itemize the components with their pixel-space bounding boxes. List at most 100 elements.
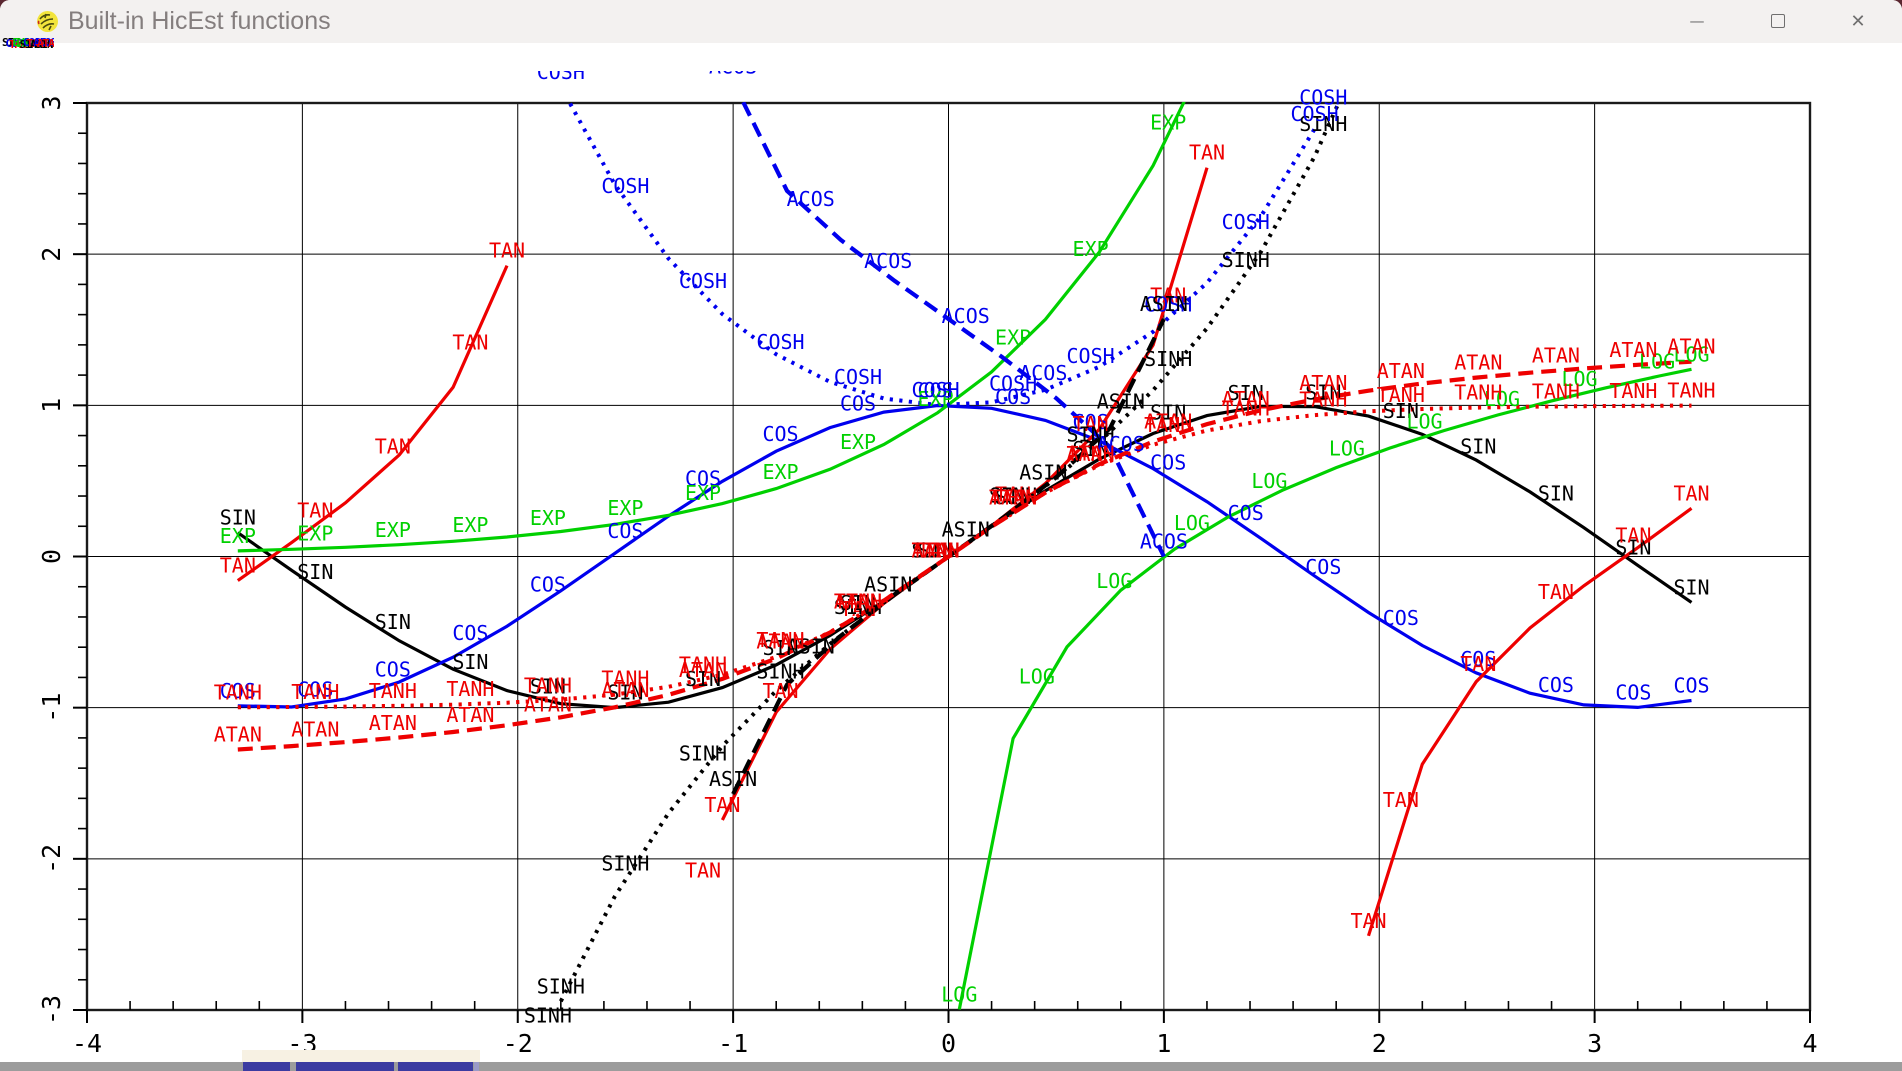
svg-text:SINH: SINH xyxy=(601,851,649,875)
svg-text:ACOS: ACOS xyxy=(1097,432,1145,456)
legend-jumble-item: TANH xyxy=(26,37,50,50)
svg-text:ASIN: ASIN xyxy=(1019,461,1067,485)
svg-text:TAN: TAN xyxy=(220,554,256,578)
legend-jumble-item: SIN xyxy=(2,36,20,49)
svg-text:TAN: TAN xyxy=(297,499,333,523)
svg-text:COS: COS xyxy=(1073,410,1109,434)
svg-text:TANH: TANH xyxy=(1454,381,1502,405)
taskbar-button-fragment[interactable] xyxy=(474,1062,479,1071)
svg-text:COS: COS xyxy=(1538,673,1574,697)
svg-text:COSH: COSH xyxy=(1144,293,1192,317)
svg-text:SINH: SINH xyxy=(1067,422,1115,446)
svg-text:SIN: SIN xyxy=(452,650,488,674)
svg-text:EXP: EXP xyxy=(995,325,1031,349)
svg-text:SINH: SINH xyxy=(679,742,727,766)
svg-text:SINH: SINH xyxy=(1222,248,1270,272)
maximize-button[interactable] xyxy=(1747,0,1809,43)
svg-text:TAN: TAN xyxy=(704,793,740,817)
close-button[interactable]: ✕ xyxy=(1827,0,1889,43)
svg-text:ACOS: ACOS xyxy=(709,55,757,79)
svg-text:TAN: TAN xyxy=(1538,580,1574,604)
svg-text:ASIN: ASIN xyxy=(864,572,912,596)
svg-text:LOG: LOG xyxy=(1673,342,1709,366)
svg-text:COS: COS xyxy=(1615,681,1651,705)
svg-text:COS: COS xyxy=(1228,501,1264,525)
svg-text:COS: COS xyxy=(1460,647,1496,671)
svg-text:TANH: TANH xyxy=(912,539,960,563)
svg-text:SIN: SIN xyxy=(1228,381,1264,405)
legend-jumble-item: EXP xyxy=(12,36,31,49)
taskbar-button-fragment[interactable] xyxy=(296,1062,394,1071)
svg-text:ACOS: ACOS xyxy=(942,304,990,328)
svg-text:ATAN: ATAN xyxy=(214,723,262,747)
svg-text:COSH: COSH xyxy=(1067,344,1115,368)
svg-text:SINH: SINH xyxy=(1299,112,1347,136)
svg-text:COS: COS xyxy=(220,679,256,703)
svg-text:TAN: TAN xyxy=(489,239,525,263)
svg-text:SIN: SIN xyxy=(530,674,566,698)
svg-text:-2: -2 xyxy=(503,1029,533,1058)
svg-text:COS: COS xyxy=(297,678,333,702)
svg-text:COS: COS xyxy=(530,573,566,597)
svg-text:COSH: COSH xyxy=(912,378,960,402)
svg-text:SIN: SIN xyxy=(1673,575,1709,599)
legend-jumble-item: ACOS xyxy=(33,36,55,49)
svg-text:ATAN: ATAN xyxy=(1532,344,1580,368)
svg-text:-1: -1 xyxy=(37,693,66,723)
svg-text:TANH: TANH xyxy=(756,628,804,652)
svg-text:TANH: TANH xyxy=(1222,396,1270,420)
svg-text:LOG: LOG xyxy=(1096,569,1132,593)
svg-text:EXP: EXP xyxy=(220,524,256,548)
svg-text:4: 4 xyxy=(1802,1029,1817,1058)
taskbar-strip xyxy=(0,1050,1902,1071)
svg-text:ATAN: ATAN xyxy=(1299,371,1347,395)
svg-text:3: 3 xyxy=(1587,1029,1602,1058)
svg-text:SINH: SINH xyxy=(989,484,1037,508)
svg-text:EXP: EXP xyxy=(530,506,566,530)
svg-text:SINH: SINH xyxy=(524,1003,572,1027)
svg-text:LOG: LOG xyxy=(1329,437,1365,461)
svg-text:LOG: LOG xyxy=(1484,387,1520,411)
taskbar-button-fragment[interactable] xyxy=(398,1062,473,1071)
svg-text:1: 1 xyxy=(1156,1029,1171,1058)
svg-text:COSH: COSH xyxy=(1299,86,1347,110)
svg-text:EXP: EXP xyxy=(297,522,333,546)
svg-text:ATAN: ATAN xyxy=(524,692,572,716)
svg-text:TAN: TAN xyxy=(1150,283,1186,307)
svg-text:SIN: SIN xyxy=(840,591,876,615)
svg-text:TAN: TAN xyxy=(452,330,488,354)
svg-text:TANH: TANH xyxy=(214,680,262,704)
svg-text:-2: -2 xyxy=(37,844,66,874)
svg-text:TAN: TAN xyxy=(375,434,411,458)
svg-text:COSH: COSH xyxy=(834,365,882,389)
svg-text:EXP: EXP xyxy=(452,513,488,537)
svg-text:-1: -1 xyxy=(718,1029,748,1058)
svg-text:TAN: TAN xyxy=(1615,524,1651,548)
svg-text:EXP: EXP xyxy=(918,387,954,411)
taskbar-button-fragment[interactable] xyxy=(243,1062,290,1071)
svg-text:SIN: SIN xyxy=(918,539,954,563)
hicest-app-icon xyxy=(36,10,59,33)
svg-text:ACOS: ACOS xyxy=(864,249,912,273)
legend-jumble-item: ATAN xyxy=(37,37,54,50)
svg-text:ASIN: ASIN xyxy=(1140,292,1188,316)
svg-text:TAN: TAN xyxy=(840,597,876,621)
svg-text:LOG: LOG xyxy=(1639,350,1675,374)
plot-client-area: SINCOSTANEXPLOGSINHCOSHTANHASINACOSATAN … xyxy=(0,36,1902,1062)
svg-text:SINH: SINH xyxy=(834,595,882,619)
svg-text:TANH: TANH xyxy=(446,677,494,701)
svg-text:COS: COS xyxy=(840,392,876,416)
svg-text:TANH: TANH xyxy=(369,679,417,703)
svg-text:TAN: TAN xyxy=(1350,909,1386,933)
svg-text:ATAN: ATAN xyxy=(1222,387,1270,411)
svg-text:SIN: SIN xyxy=(607,680,643,704)
svg-text:ATAN: ATAN xyxy=(1609,338,1657,362)
svg-text:TANH: TANH xyxy=(1144,413,1192,437)
minimize-button[interactable]: — xyxy=(1666,0,1728,43)
titlebar[interactable]: Built-in HicEst functions — ✕ xyxy=(0,0,1902,44)
svg-text:COS: COS xyxy=(1383,606,1419,630)
svg-text:TAN: TAN xyxy=(1073,412,1109,436)
svg-text:COSH: COSH xyxy=(601,174,649,198)
svg-text:ASIN: ASIN xyxy=(709,767,757,791)
svg-text:SIN: SIN xyxy=(1073,437,1109,461)
